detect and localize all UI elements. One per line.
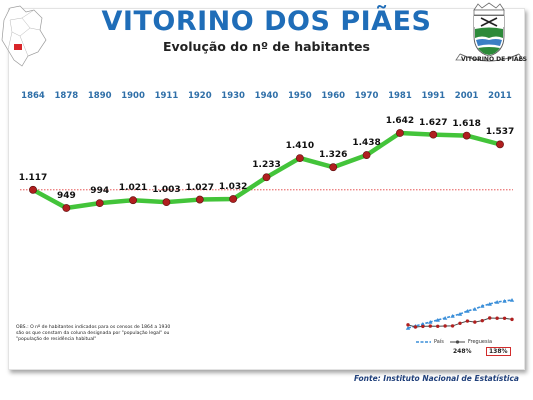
- data-label-1950: 1.410: [285, 141, 315, 152]
- coat-of-arms-label: VITORINO DE PIÃES: [461, 56, 527, 63]
- inset-freguesia-point: [421, 324, 425, 329]
- inset-pais-point: [442, 316, 448, 320]
- coat-of-arms-icon: [455, 2, 524, 62]
- year-label-1864: 1864: [21, 91, 45, 101]
- population-series-line: [30, 130, 503, 211]
- inset-pais-point: [509, 298, 515, 302]
- data-point-1890: [95, 199, 104, 208]
- inset-pais-point: [487, 302, 492, 306]
- inset-pais-point: [480, 304, 485, 308]
- year-label-1911: 1911: [154, 91, 179, 101]
- year-label-1950: 1950: [288, 91, 312, 101]
- inset-freguesia-percent: 138%: [486, 347, 511, 356]
- inset-freguesia-point: [436, 324, 440, 328]
- data-label-1890: 994: [90, 186, 110, 197]
- data-label-1878: 949: [56, 191, 76, 201]
- inset-freguesia-point: [473, 320, 477, 324]
- inset-pais-point: [465, 309, 470, 313]
- inset-pais-line: [407, 299, 513, 329]
- inset-freguesia-point: [406, 323, 410, 327]
- data-point-1878: [62, 204, 71, 212]
- inset-legend-pais: País: [434, 339, 444, 345]
- inset-freguesia-point: [502, 316, 507, 321]
- inset-pais-point: [472, 307, 478, 311]
- data-point-1981: [396, 129, 404, 137]
- inset-freguesia-point: [458, 321, 462, 326]
- year-label-1890: 1890: [87, 91, 112, 101]
- data-point-1991: [429, 130, 438, 139]
- inset-freguesia-point: [450, 324, 455, 328]
- data-point-1930: [229, 195, 238, 203]
- chart-frame: [8, 8, 525, 370]
- year-label-1970: 1970: [354, 91, 379, 101]
- year-label-2011: 2011: [488, 91, 512, 101]
- inset-pais-point: [428, 320, 433, 324]
- inset-freguesia-point: [443, 324, 447, 328]
- data-point-2011: [496, 140, 504, 149]
- data-point-1970: [362, 151, 371, 159]
- inset-freguesia-point: [488, 316, 492, 320]
- chart-subtitle: Evolução do nº de habitantes: [163, 39, 370, 54]
- data-label-1991: 1.627: [419, 117, 448, 128]
- data-point-1920: [195, 195, 204, 204]
- year-label-1940: 1940: [254, 91, 279, 101]
- inset-freguesia-point: [510, 317, 514, 322]
- data-point-1950: [295, 154, 304, 163]
- page-title: VITORINO DOS PIÃES: [101, 6, 432, 37]
- inset-legend-freguesia: Freguesia: [468, 339, 493, 345]
- data-point-1960: [329, 163, 338, 172]
- inset-freguesia-point: [480, 318, 484, 323]
- data-point-1900: [129, 196, 137, 205]
- year-label-1920: 1920: [187, 91, 212, 101]
- data-point-1940: [262, 173, 271, 182]
- source-credit: Fonte: Instituto Nacional de Estatística: [353, 374, 519, 383]
- year-label-1878: 1878: [54, 91, 79, 101]
- data-label-1930: 1.032: [218, 182, 248, 193]
- inset-freguesia-point: [465, 319, 470, 323]
- inset-pais-percent: 248%: [453, 348, 472, 355]
- data-label-1920: 1.027: [185, 182, 215, 193]
- data-label-1940: 1.233: [252, 160, 281, 171]
- inset-pais-point: [405, 326, 411, 330]
- year-label-1900: 1900: [121, 91, 145, 101]
- methodology-note: OBS.: O nº de habitantes indicados para …: [16, 325, 171, 342]
- data-point-1911: [162, 198, 171, 207]
- data-label-1900: 1.021: [118, 183, 148, 194]
- inset-freguesia-point: [413, 325, 418, 329]
- inset-pais-point: [502, 299, 507, 303]
- year-label-1991: 1991: [421, 91, 446, 101]
- inset-pais-point: [420, 322, 426, 326]
- inset-legend-freguesia-marker: [455, 340, 460, 344]
- data-label-1981: 1.642: [385, 116, 415, 126]
- data-point-2001: [462, 131, 471, 140]
- data-label-1864: 1.117: [18, 172, 48, 183]
- inset-pais-point: [494, 300, 500, 304]
- data-label-1960: 1.326: [318, 150, 348, 161]
- data-label-2011: 1.537: [485, 127, 515, 138]
- year-label-2001: 2001: [454, 91, 479, 101]
- inset-pais-point: [450, 314, 455, 318]
- year-label-1981: 1981: [388, 91, 412, 101]
- data-label-1911: 1.003: [152, 185, 181, 196]
- inset-freguesia-point: [428, 324, 432, 328]
- data-label-2001: 1.618: [452, 118, 481, 129]
- inset-pais-point: [457, 312, 463, 316]
- year-label-1930: 1930: [221, 91, 245, 101]
- data-label-1970: 1.438: [352, 138, 381, 149]
- inset-freguesia-point: [495, 316, 499, 320]
- year-label-1960: 1960: [321, 91, 346, 101]
- data-point-1864: [29, 185, 37, 194]
- inset-pais-point: [435, 318, 440, 322]
- municipality-map-icon: [1, 5, 47, 67]
